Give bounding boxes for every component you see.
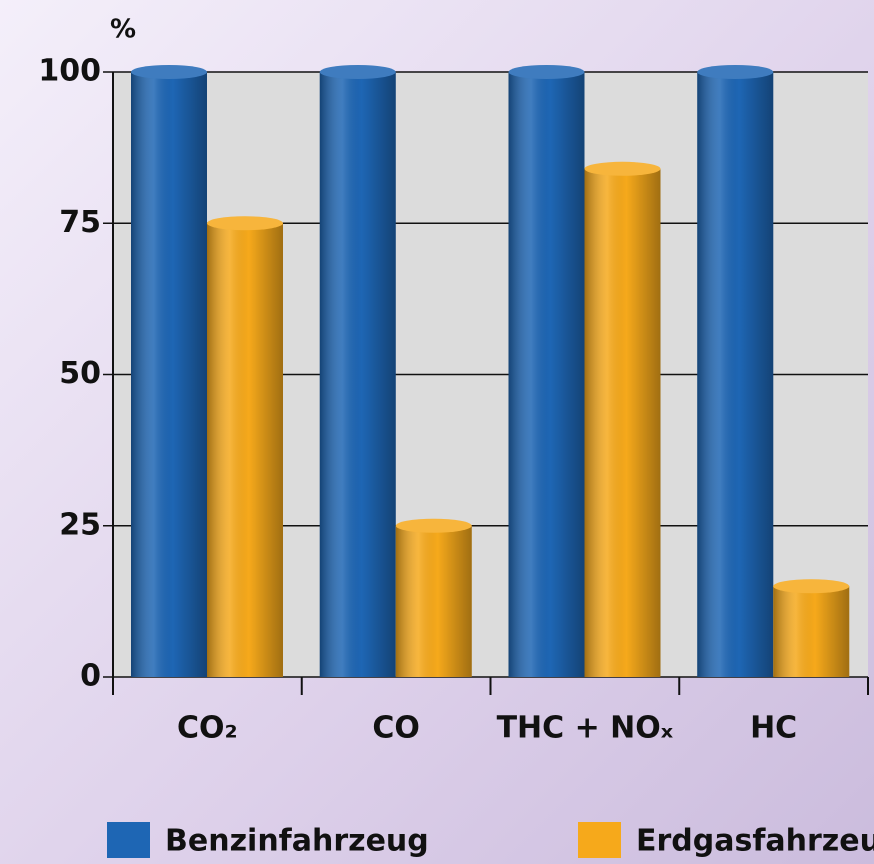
bar-top-shade bbox=[584, 161, 661, 176]
bar-top-shade bbox=[773, 579, 850, 594]
bar-top-shade bbox=[395, 518, 472, 533]
bar bbox=[319, 65, 396, 677]
legend-swatch bbox=[578, 822, 621, 858]
y-axis-label: % bbox=[110, 15, 136, 45]
legend-swatch bbox=[107, 822, 150, 858]
bar-top-shade bbox=[508, 65, 585, 79]
bar bbox=[773, 579, 850, 677]
bar-top bbox=[697, 65, 774, 79]
bar-shade bbox=[773, 586, 850, 677]
bar-top bbox=[508, 65, 585, 79]
y-tick-label: 75 bbox=[59, 205, 101, 240]
bar-top-shade bbox=[319, 65, 396, 79]
bar-top bbox=[319, 65, 396, 79]
bar-top-shade bbox=[207, 216, 283, 231]
bar bbox=[508, 65, 585, 677]
y-tick-label: 50 bbox=[59, 356, 101, 391]
x-tick-label: THC + NOₓ bbox=[497, 711, 674, 746]
bar-top bbox=[773, 579, 850, 594]
legend-label: Erdgasfahrzeug bbox=[636, 824, 874, 859]
bar-shade bbox=[319, 72, 396, 677]
bar-top bbox=[584, 161, 661, 176]
bar bbox=[697, 65, 774, 677]
x-tick-label: CO bbox=[372, 711, 420, 746]
legend-label: Benzinfahrzeug bbox=[165, 824, 429, 859]
y-tick-label: 0 bbox=[80, 659, 101, 694]
bar-shade bbox=[697, 72, 774, 677]
bar-top-shade bbox=[697, 65, 774, 79]
bar-shade bbox=[584, 168, 661, 678]
bar-top bbox=[395, 518, 472, 533]
bar bbox=[395, 518, 472, 677]
bar-shade bbox=[207, 223, 283, 677]
bar-shade bbox=[395, 525, 472, 677]
x-tick-label: HC bbox=[750, 711, 797, 746]
bar bbox=[207, 216, 283, 677]
bar bbox=[584, 161, 661, 678]
bar-top bbox=[207, 216, 283, 231]
y-tick-label: 100 bbox=[38, 54, 101, 89]
bar-shade bbox=[508, 72, 585, 677]
bar-top-shade bbox=[131, 65, 207, 79]
x-tick-label: CO₂ bbox=[177, 711, 238, 746]
bar-shade bbox=[131, 72, 207, 677]
bar-top bbox=[131, 65, 207, 79]
bar bbox=[131, 65, 207, 677]
y-tick-label: 25 bbox=[59, 507, 101, 542]
